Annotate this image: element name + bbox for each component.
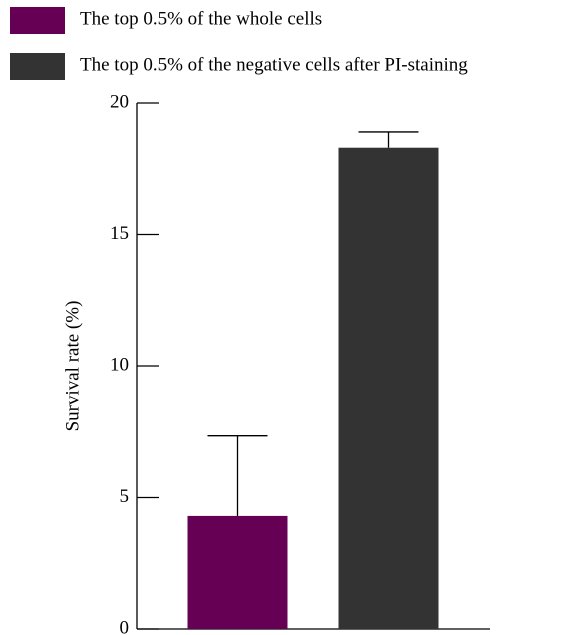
bar xyxy=(187,515,288,629)
y-tick-label: 0 xyxy=(120,617,130,635)
y-tick-label: 5 xyxy=(120,486,130,507)
bar xyxy=(338,147,439,629)
y-tick-label: 15 xyxy=(110,223,129,244)
y-tick-label: 20 xyxy=(110,91,129,112)
y-tick-label: 10 xyxy=(110,354,129,375)
legend-label: The top 0.5% of the negative cells after… xyxy=(80,54,468,75)
legend-swatch xyxy=(10,7,65,34)
y-axis-label: Survival rate (%) xyxy=(62,301,83,432)
legend-swatch xyxy=(10,53,65,80)
legend-label: The top 0.5% of the whole cells xyxy=(80,8,322,29)
